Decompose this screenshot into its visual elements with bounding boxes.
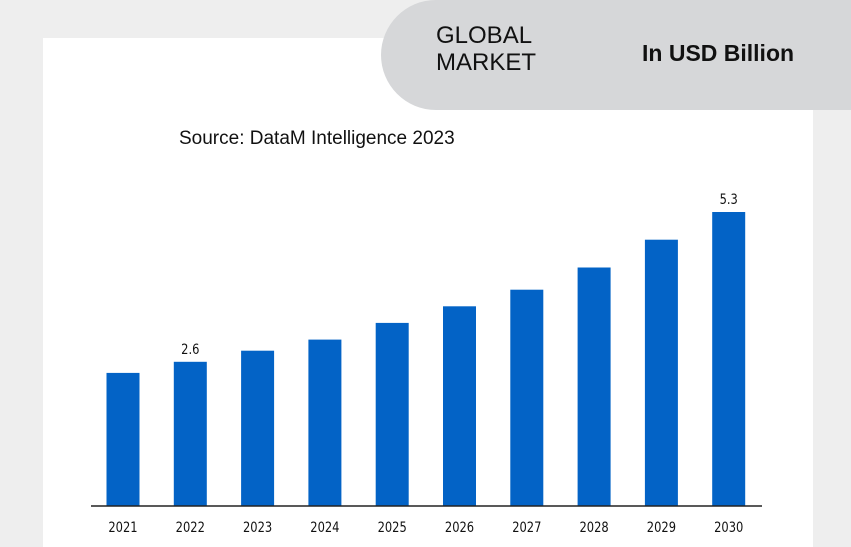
bar-2021 xyxy=(106,372,140,506)
data-labels-group: 2.6 5.3 xyxy=(181,192,738,358)
header-pill xyxy=(381,0,851,110)
x-tick-label: 2024 xyxy=(310,520,339,536)
bars-group xyxy=(106,212,746,506)
data-label-2022: 2.6 xyxy=(181,342,199,358)
bar-2024 xyxy=(308,339,342,506)
source-note: Source: DataM Intelligence 2023 xyxy=(179,128,455,149)
x-tick-label: 2021 xyxy=(108,520,137,536)
chart-card xyxy=(43,38,813,547)
x-tick-label: 2025 xyxy=(378,520,407,536)
market-title-line: GLOBAL xyxy=(436,22,533,49)
market-title-line: MARKET xyxy=(436,49,537,76)
x-tick-label: 2029 xyxy=(647,520,676,536)
x-tick-label: 2028 xyxy=(579,520,608,536)
bar-2028 xyxy=(577,267,611,506)
data-label-2030: 5.3 xyxy=(720,192,738,208)
bar-2029 xyxy=(644,239,678,506)
x-tick-label: 2027 xyxy=(512,520,541,536)
bar-2026 xyxy=(443,306,476,506)
unit-label: In USD Billion xyxy=(642,40,795,66)
bar-2023 xyxy=(241,350,275,506)
x-tick-label: 2030 xyxy=(714,520,743,536)
x-tick-labels-group: 2021 2022 2023 2024 2025 2026 2027 2028 2029 2030 xyxy=(108,520,743,536)
market-title: GLOBAL MARKET xyxy=(436,22,576,76)
bar-2030 xyxy=(712,212,746,506)
bar-2022 xyxy=(173,361,207,506)
x-tick-label: 2023 xyxy=(243,520,272,536)
bar-2027 xyxy=(510,289,544,506)
x-tick-label: 2026 xyxy=(445,520,474,536)
x-tick-label: 2022 xyxy=(176,520,205,536)
bar-2025 xyxy=(375,322,409,506)
